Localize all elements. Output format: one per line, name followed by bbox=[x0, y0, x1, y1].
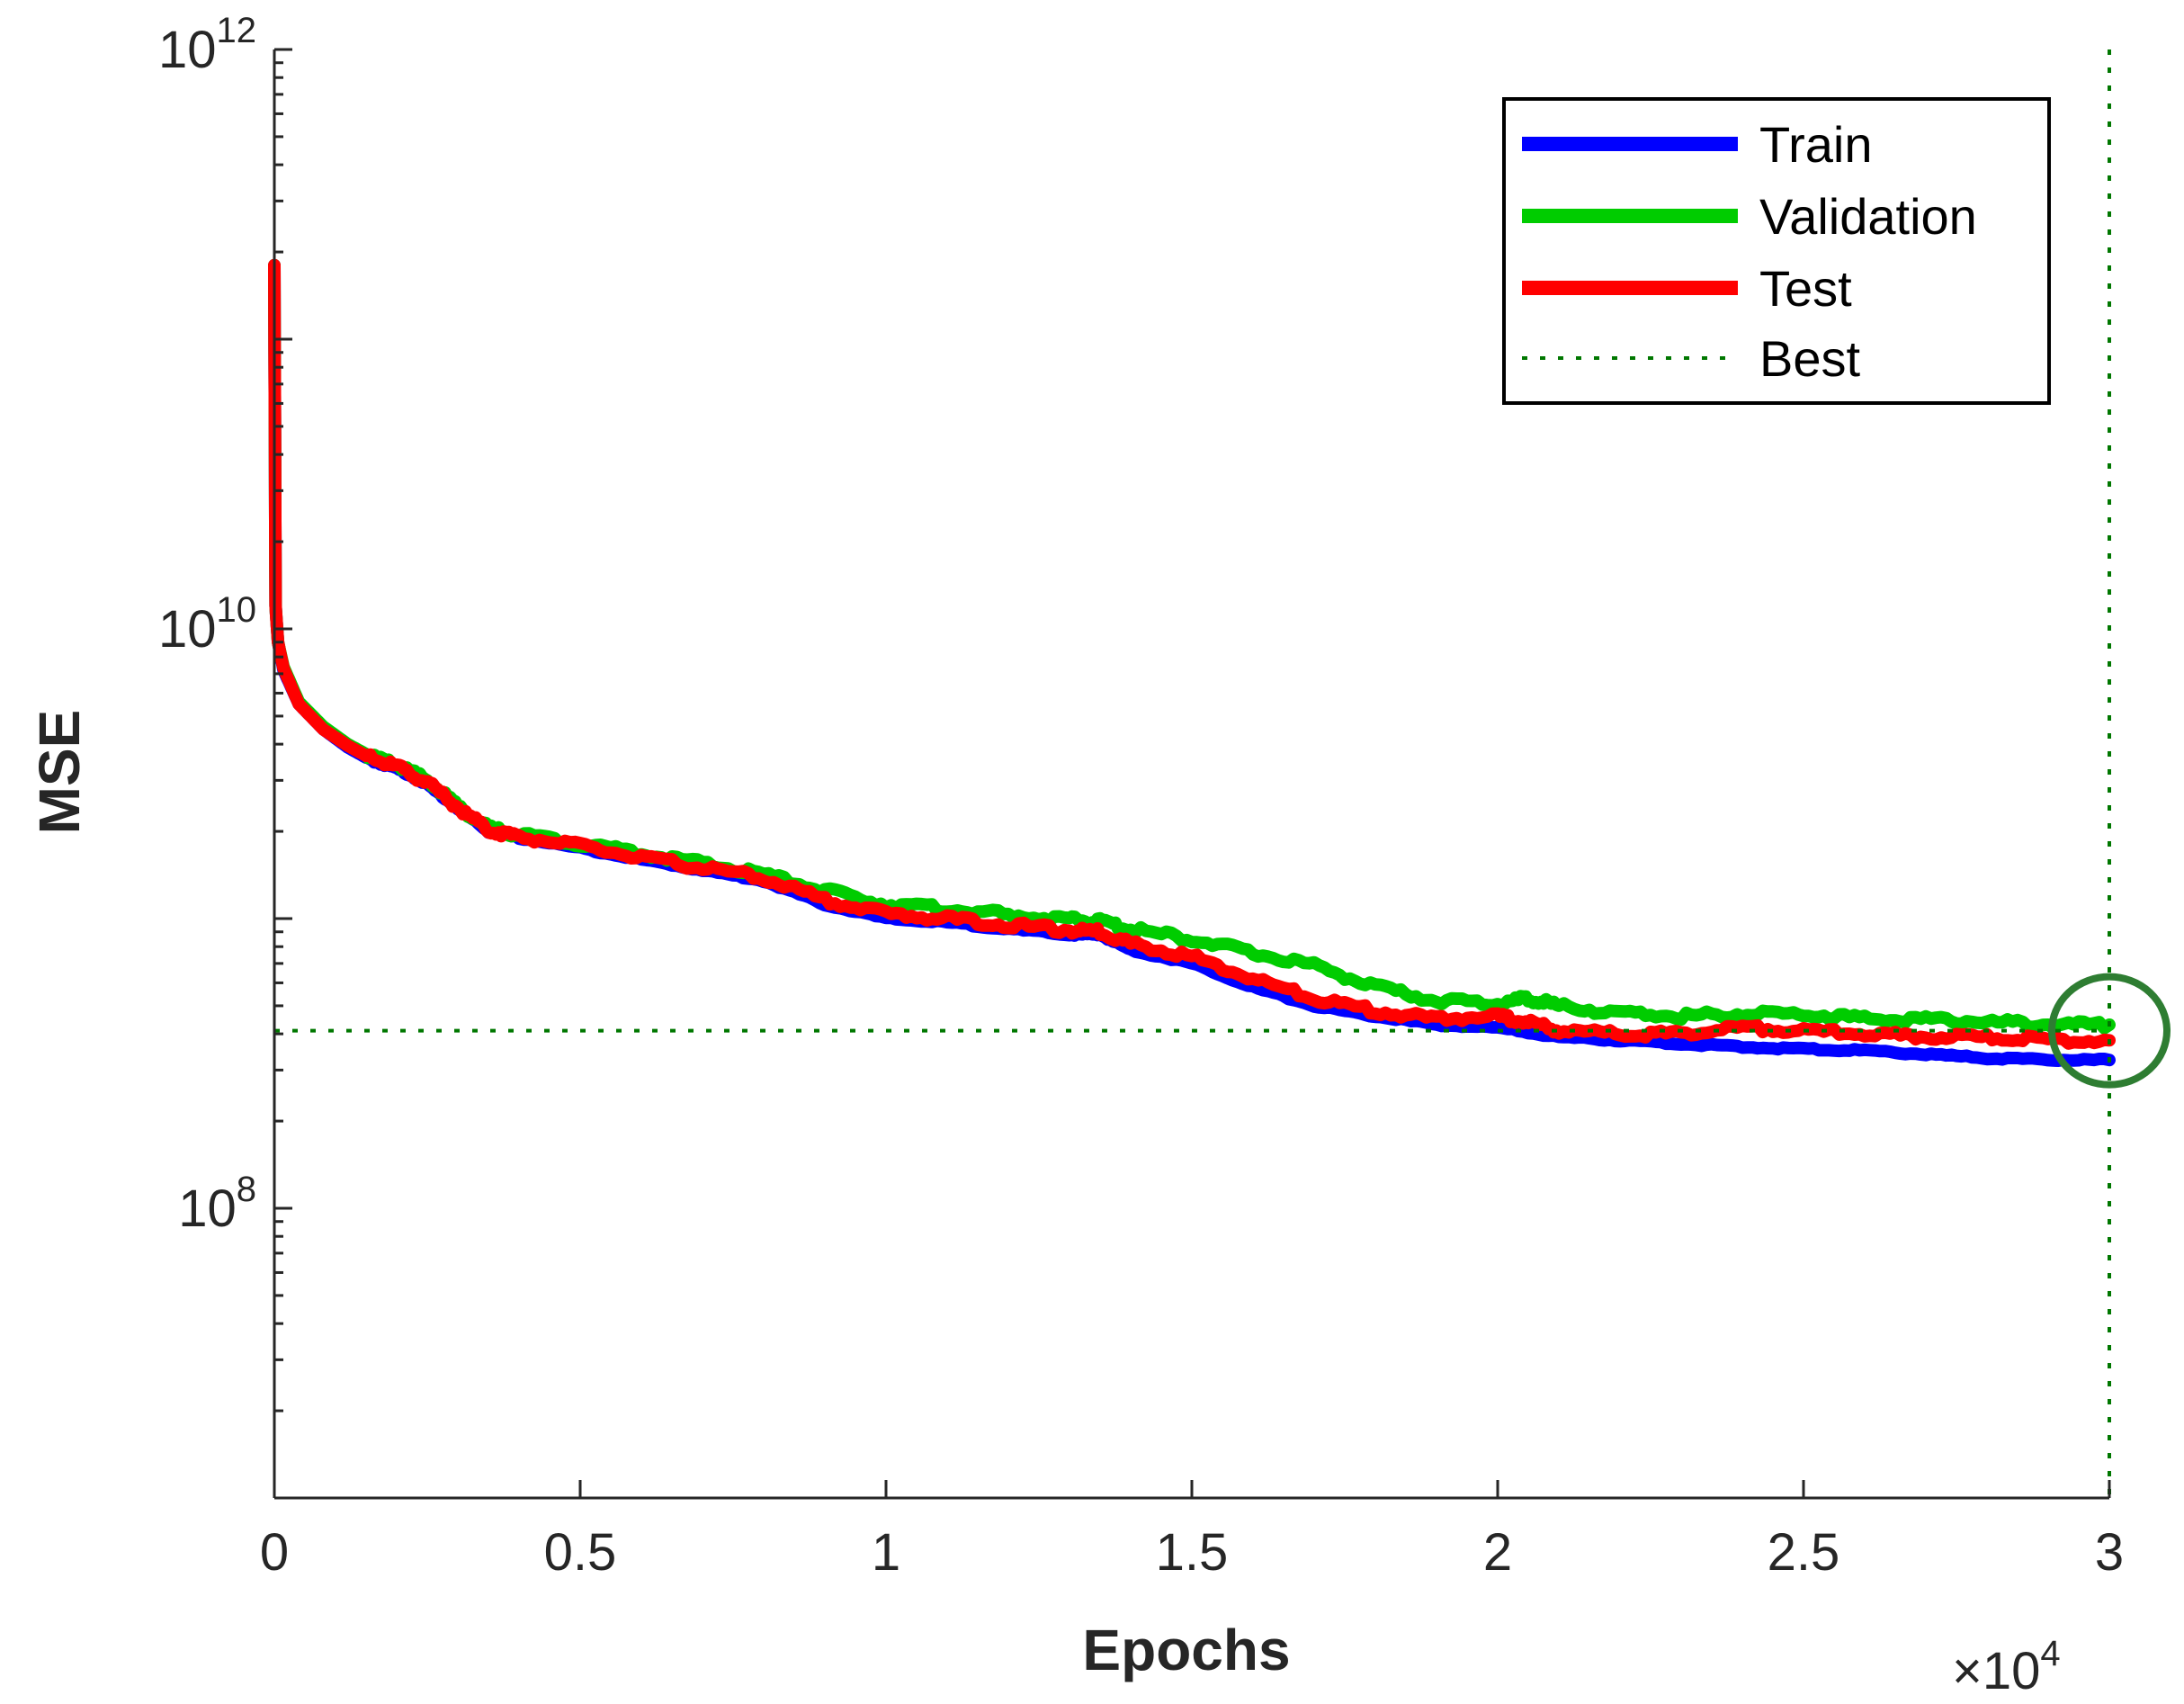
x-tick-label: 3 bbox=[2095, 1523, 2124, 1582]
x-tick-label: 2 bbox=[1483, 1523, 1512, 1582]
x-tick-label: 0 bbox=[260, 1523, 289, 1582]
y-tick-label: 1012 bbox=[158, 11, 256, 79]
x-tick-label: 0.5 bbox=[544, 1523, 617, 1582]
best-point-circle bbox=[2048, 973, 2171, 1089]
x-tick-label: 2.5 bbox=[1768, 1523, 1840, 1582]
legend-best-label: Best bbox=[1759, 330, 1860, 387]
svg-text:×104: ×104 bbox=[1952, 1634, 2061, 1700]
legend-validation-label: Validation bbox=[1759, 188, 1977, 245]
y-tick-label: 108 bbox=[178, 1170, 256, 1238]
x-multiplier: ×104 bbox=[1952, 1634, 2061, 1700]
legend: Train Validation Test Best bbox=[1502, 97, 2051, 405]
legend-test-label: Test bbox=[1759, 260, 1852, 317]
x-tick-label: 1.5 bbox=[1156, 1523, 1229, 1582]
legend-train-label: Train bbox=[1759, 116, 1873, 173]
x-multiplier-exp: 4 bbox=[2040, 1634, 2060, 1673]
series-line-test bbox=[268, 258, 2116, 1050]
y-axis-title: MSE bbox=[27, 710, 92, 835]
x-tick-label: 1 bbox=[872, 1523, 900, 1582]
y-tick-label: 1010 bbox=[158, 590, 256, 659]
x-multiplier-base: ×10 bbox=[1952, 1642, 2040, 1700]
x-axis-title: Epochs bbox=[1082, 1618, 1290, 1682]
